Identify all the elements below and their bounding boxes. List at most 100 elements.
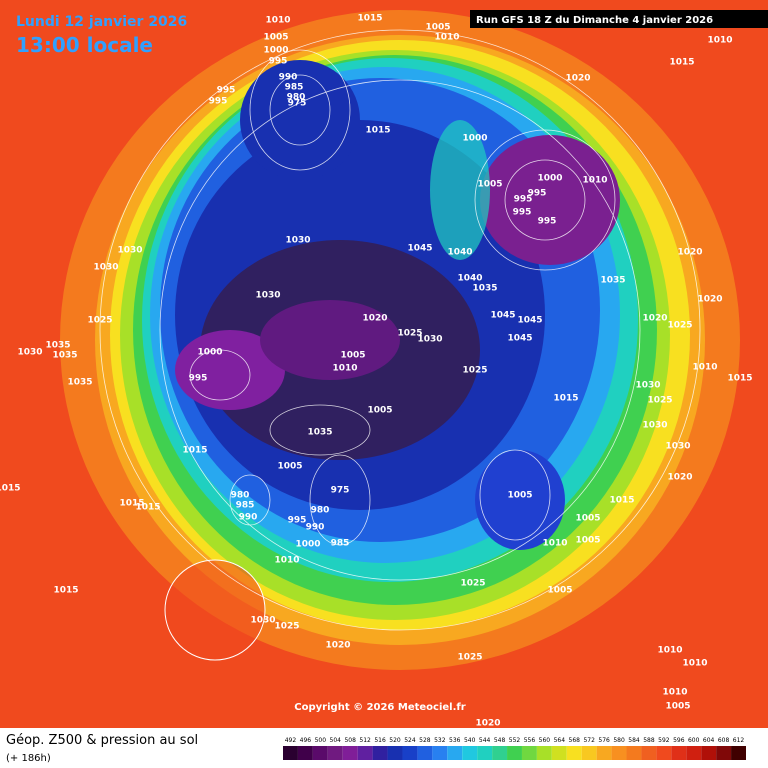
- isobar-label: 1015: [365, 126, 390, 136]
- scale-label: 604: [703, 737, 715, 744]
- scale-swatch: [671, 746, 687, 760]
- isobar-label: 1025: [460, 579, 485, 589]
- scale-label: 524: [404, 737, 416, 744]
- run-banner: [470, 10, 768, 28]
- scale-label: 572: [583, 737, 595, 744]
- isobar-label: 1015: [182, 446, 207, 456]
- isobar-label: 995: [209, 97, 228, 107]
- isobar-label: 1005: [263, 33, 288, 43]
- scale-label: 540: [464, 737, 476, 744]
- isobar-label: 1010: [582, 176, 607, 186]
- isobar-label: 1005: [575, 514, 600, 524]
- geopotential-fields: [60, 10, 740, 670]
- isobar-label: 980: [231, 491, 250, 501]
- isobar-label: 1010: [662, 688, 687, 698]
- scale-swatch: [447, 746, 463, 760]
- isobars: [99, 29, 701, 631]
- scale-swatch: [566, 746, 582, 760]
- scale-swatch: [327, 746, 343, 760]
- scale-label: 536: [449, 737, 461, 744]
- scale-label: 600: [688, 737, 700, 744]
- isobar-label: 1020: [667, 473, 692, 483]
- isobar-label: 975: [331, 486, 350, 496]
- isobar-label: 980: [311, 506, 330, 516]
- scale-label: 564: [554, 737, 566, 744]
- scale-label: 596: [673, 737, 685, 744]
- isobar-label: 1015: [119, 499, 144, 509]
- isobar-label: 1035: [307, 428, 332, 438]
- scale-swatch: [536, 746, 552, 760]
- isobar-label: 1000: [295, 540, 320, 550]
- scale-swatch: [357, 746, 373, 760]
- isobar-label: 1010: [682, 659, 707, 669]
- isobar-label: 1005: [477, 180, 502, 190]
- time: 13:00 locale: [16, 33, 153, 57]
- isobar-label: 985: [285, 83, 304, 93]
- scale-swatch: [596, 746, 612, 760]
- isobar-label: 1015: [727, 374, 752, 384]
- scale-swatch: [521, 746, 537, 760]
- scale-swatch: [462, 746, 478, 760]
- isobar-label: 1005: [277, 462, 302, 472]
- isobar-label: 990: [279, 73, 298, 83]
- isobar-label: 995: [269, 57, 288, 67]
- scale-label: 548: [494, 737, 506, 744]
- isobar-label: 1005: [575, 536, 600, 546]
- isobar-label: 1035: [45, 341, 70, 351]
- scale-label: 508: [344, 737, 356, 744]
- isobar-label: 1030: [635, 381, 660, 391]
- scale-swatch: [701, 746, 717, 760]
- isobar-label: 1035: [67, 378, 92, 388]
- isobar-label: 975: [288, 99, 307, 109]
- isobar-label: 995: [538, 217, 557, 227]
- scale-label: 584: [628, 737, 640, 744]
- isobar-label: 1020: [362, 314, 387, 324]
- isobar-label: 980: [287, 93, 306, 103]
- isobar-label: 1000: [537, 174, 562, 184]
- scale-label: 520: [389, 737, 401, 744]
- scale-swatch: [283, 746, 298, 760]
- isobar-label: 1005: [665, 702, 690, 712]
- isobar-label: 1030: [285, 236, 310, 246]
- scale-swatch: [551, 746, 567, 760]
- isobar-label: 1025: [667, 321, 692, 331]
- scale-swatch: [312, 746, 328, 760]
- isobar-label: 1040: [457, 274, 482, 284]
- isobar-label: 1020: [565, 74, 590, 84]
- isobar-label: 1035: [52, 351, 77, 361]
- isobar-label: 990: [239, 513, 258, 523]
- isobar-label: 1045: [517, 316, 542, 326]
- isobar-label: 1005: [547, 586, 572, 596]
- isobar-label: 1025: [274, 622, 299, 632]
- isobar-label: 1015: [53, 586, 78, 596]
- isobar-label: 1035: [600, 276, 625, 286]
- scale-label: 608: [718, 737, 730, 744]
- isobar-label: 1010: [542, 539, 567, 549]
- scale-swatch: [686, 746, 702, 760]
- isobar-label: 1020: [475, 719, 500, 729]
- isobar-label: 1040: [447, 248, 472, 258]
- scale-swatch: [581, 746, 597, 760]
- scale-label: 556: [524, 737, 536, 744]
- isobar-label: 1030: [417, 335, 442, 345]
- run-info: Run GFS 18 Z du Dimanche 4 janvier 2026: [476, 15, 713, 26]
- scale-swatch: [731, 746, 746, 760]
- isobar-label: 995: [513, 208, 532, 218]
- isobar-label: 1010: [692, 363, 717, 373]
- isobar-label: 1005: [340, 351, 365, 361]
- isobar-label: 995: [514, 195, 533, 205]
- scale-swatch: [387, 746, 403, 760]
- isobar-label: 1010: [657, 646, 682, 656]
- scale-label: 568: [569, 737, 581, 744]
- isobar-label: 1010: [434, 33, 459, 43]
- isobar-label: 1025: [87, 316, 112, 326]
- isobar-label: 1000: [462, 134, 487, 144]
- scale-label: 512: [359, 737, 371, 744]
- isobar-label: 1010: [332, 364, 357, 374]
- scale-label: 504: [330, 737, 342, 744]
- isobar-label: 1015: [135, 503, 160, 513]
- isobar-label: 985: [331, 539, 350, 549]
- isobar-label: 1035: [472, 284, 497, 294]
- isobar-label: 1020: [677, 248, 702, 258]
